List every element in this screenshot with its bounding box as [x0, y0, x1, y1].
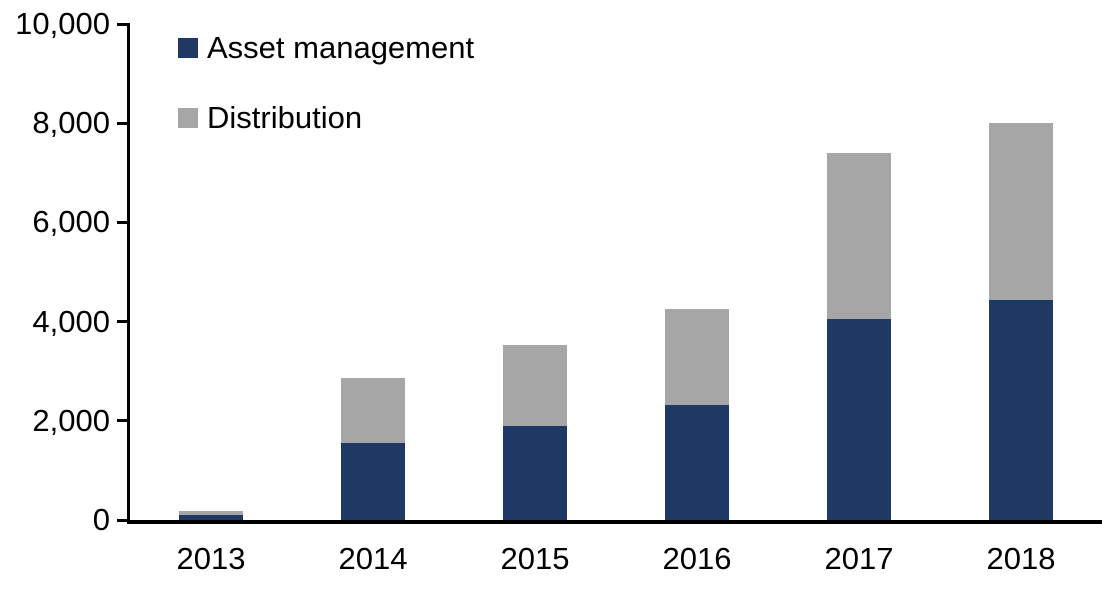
plot-area: Asset management Distribution	[117, 22, 1102, 524]
legend-item-distribution: Distribution	[178, 98, 474, 138]
bar-segment-2015-distribution	[503, 345, 567, 426]
bar-segment-2018-asset-management	[989, 300, 1053, 520]
bar-2013	[179, 24, 243, 520]
x-tick-label-2017: 2017	[824, 541, 894, 576]
bar-segment-2016-asset-management	[665, 404, 729, 520]
bar-segment-2015-asset-management	[503, 425, 567, 520]
legend-swatch-asset-management	[178, 38, 198, 58]
y-tick-label: 0	[92, 502, 110, 537]
y-axis-tick	[117, 320, 130, 324]
bar-segment-2017-distribution	[827, 152, 891, 319]
bar-segment-2014-distribution	[341, 378, 405, 444]
bar-2015	[503, 24, 567, 520]
y-tick-label: 8,000	[32, 105, 110, 141]
bar-segment-2018-distribution	[989, 123, 1053, 301]
y-tick-label: 2,000	[32, 402, 110, 438]
y-axis-tick	[117, 121, 130, 125]
x-tick-label-2018: 2018	[986, 541, 1056, 576]
y-tick-label: 6,000	[32, 204, 110, 240]
x-tick-label-2013: 2013	[176, 541, 246, 576]
x-tick-label-2015: 2015	[500, 541, 570, 576]
y-axis-tick	[117, 22, 130, 26]
y-tick-label: 10,000	[15, 6, 110, 41]
bar-2016	[665, 24, 729, 520]
x-tick-label-2016: 2016	[662, 541, 732, 576]
legend-swatch-distribution	[178, 108, 198, 128]
y-axis-tick	[117, 419, 130, 423]
x-tick-label-2014: 2014	[338, 541, 408, 576]
bar-segment-2014-asset-management	[341, 443, 405, 520]
y-axis-tick	[117, 220, 130, 224]
bar-2014	[341, 24, 405, 520]
legend-label-distribution: Distribution	[207, 100, 363, 135]
y-tick-label: 4,000	[32, 303, 110, 339]
legend-item-asset-management: Asset management	[178, 28, 474, 68]
y-axis-tick	[117, 518, 130, 522]
legend-label-asset-management: Asset management	[207, 30, 475, 65]
bar-segment-2013-asset-management	[179, 514, 243, 520]
legend: Asset management Distribution	[178, 28, 474, 168]
bar-2018	[989, 24, 1053, 520]
bar-segment-2013-distribution	[179, 510, 243, 515]
bar-segment-2017-asset-management	[827, 318, 891, 520]
bar-2017	[827, 24, 891, 520]
bar-segment-2016-distribution	[665, 308, 729, 405]
